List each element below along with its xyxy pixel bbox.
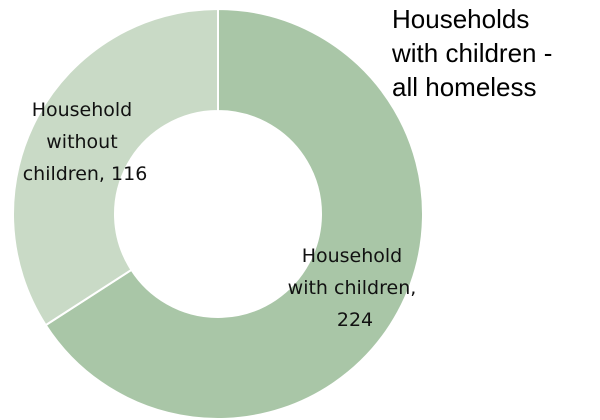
donut-slice-with-children [44, 7, 424, 420]
slice-label-with-children-line-2: with children, [288, 277, 417, 299]
donut-slice-without-children [12, 7, 219, 327]
slice-label-without-children-line-2: without [46, 131, 117, 153]
slice-label-without-children-line-1: Household [32, 99, 133, 121]
chart-title-line-3: all homeless [392, 72, 537, 102]
slice-label-with-children-line-3: 224 [337, 309, 373, 331]
donut-slices [12, 7, 424, 420]
slice-label-without-children-line-3: children, 116 [23, 163, 148, 185]
chart-title: Households with children - all homeless [391, 4, 560, 102]
slice-label-without-children: Household without children, 116 [23, 99, 148, 185]
slice-label-with-children-line-1: Household [302, 245, 403, 267]
slice-label-with-children: Household with children, 224 [288, 245, 423, 331]
chart-title-line-1: Households [392, 4, 529, 34]
chart-title-line-2: with children - [391, 38, 552, 68]
